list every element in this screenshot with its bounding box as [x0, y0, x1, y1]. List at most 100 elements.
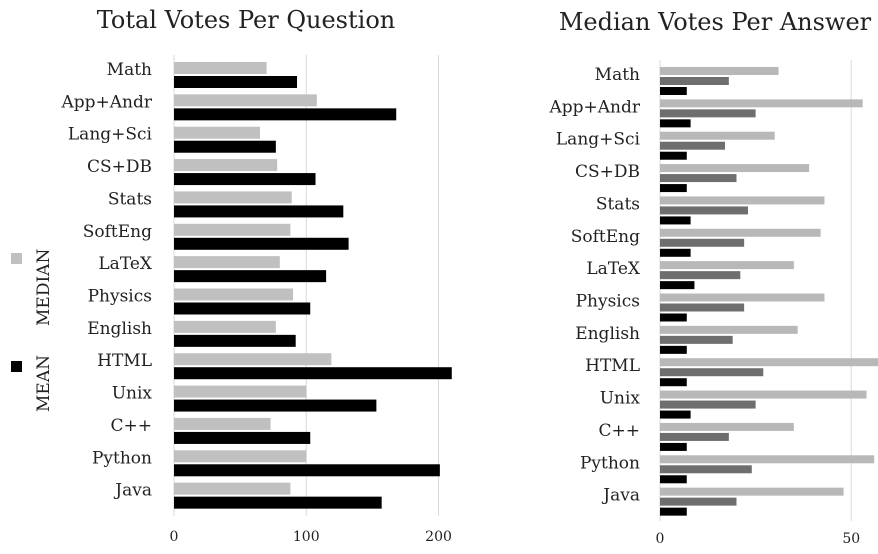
bar	[660, 358, 878, 367]
bar	[174, 417, 271, 430]
category-label: HTML	[585, 356, 640, 376]
bar	[660, 141, 726, 150]
bar	[660, 119, 691, 128]
bar	[174, 256, 280, 269]
bar	[174, 94, 317, 107]
bar	[660, 77, 729, 85]
bar	[174, 450, 307, 463]
bar	[174, 431, 311, 444]
bar	[660, 325, 798, 334]
bar	[660, 293, 825, 302]
category-label: SoftEng	[83, 222, 152, 242]
bar	[660, 400, 756, 409]
category-label: Math	[107, 60, 152, 80]
category-label: Unix	[600, 389, 641, 409]
bar	[174, 173, 316, 186]
category-label: C++	[599, 421, 641, 441]
legend: MEDIAN MEAN	[11, 249, 54, 412]
bar	[660, 184, 687, 193]
bar	[660, 422, 794, 431]
bar	[660, 410, 691, 419]
bar	[174, 385, 307, 398]
legend-label-mean: MEAN	[34, 355, 54, 412]
category-label: App+Andr	[548, 97, 640, 117]
x-tick-label: 50	[842, 531, 860, 547]
legend-label-median: MEDIAN	[34, 249, 54, 326]
bar	[660, 67, 779, 75]
left-chart-title: Total Votes Per Question	[97, 6, 395, 34]
category-label: C++	[111, 416, 153, 436]
bar	[174, 205, 344, 218]
legend-swatch-mean	[11, 361, 22, 372]
x-tick-label: 0	[656, 531, 665, 547]
bar	[660, 87, 687, 95]
bar	[660, 99, 863, 108]
bar	[660, 281, 695, 290]
bar	[174, 76, 298, 88]
bar	[660, 345, 687, 354]
bar	[660, 487, 844, 496]
bar	[660, 109, 756, 118]
category-label: Java	[601, 486, 640, 506]
bar	[660, 164, 810, 173]
bar	[174, 482, 291, 495]
bar	[660, 465, 752, 474]
bar	[660, 455, 875, 464]
category-label: LaTeX	[586, 259, 641, 279]
bar	[174, 223, 291, 236]
bar	[660, 206, 748, 215]
bar	[174, 320, 276, 333]
category-label: CS+DB	[87, 157, 152, 177]
bar	[660, 228, 821, 237]
category-label: Unix	[112, 384, 153, 404]
total-votes-chart: Total Votes Per Question Math App+Andr Lan…	[11, 6, 452, 545]
bar	[174, 367, 452, 380]
bar	[660, 475, 687, 484]
category-label: English	[575, 324, 640, 344]
bar	[660, 248, 691, 257]
x-tick-label: 200	[425, 529, 452, 545]
category-label: Stats	[596, 194, 640, 214]
bar	[660, 497, 737, 506]
bar	[174, 191, 292, 204]
bar	[660, 196, 825, 205]
category-label: HTML	[97, 351, 152, 371]
category-label: Math	[595, 65, 640, 85]
bar	[174, 108, 397, 121]
category-label: LaTeX	[98, 254, 153, 274]
category-label: App+Andr	[60, 92, 152, 112]
bar	[174, 62, 267, 74]
right-chart-title: Median Votes Per Answer	[559, 8, 872, 36]
category-label: Physics	[88, 287, 152, 307]
bar	[174, 237, 349, 250]
bar	[174, 302, 311, 315]
bar	[660, 261, 794, 270]
bar	[174, 270, 327, 283]
category-label: Lang+Sci	[68, 125, 153, 145]
bar	[174, 353, 332, 366]
category-label: CS+DB	[575, 162, 640, 182]
bar	[174, 126, 260, 139]
category-label: Lang+Sci	[556, 130, 641, 150]
bar	[660, 151, 687, 160]
bar	[660, 271, 741, 280]
bar	[660, 378, 687, 387]
bar	[660, 442, 687, 451]
bar	[660, 303, 745, 312]
bar	[660, 238, 745, 247]
bar	[174, 399, 377, 412]
category-label: Java	[113, 481, 152, 501]
bar	[660, 313, 687, 322]
x-tick-label: 100	[293, 529, 320, 545]
bar	[174, 159, 278, 172]
bar	[174, 140, 276, 153]
category-label: Stats	[108, 189, 152, 209]
bar	[660, 432, 729, 441]
x-tick-label: 0	[170, 529, 179, 545]
bar	[660, 507, 687, 516]
median-votes-chart: Median Votes Per Answer Math App+Andr Lang…	[548, 8, 878, 547]
bar	[174, 496, 382, 509]
bar	[660, 174, 737, 183]
